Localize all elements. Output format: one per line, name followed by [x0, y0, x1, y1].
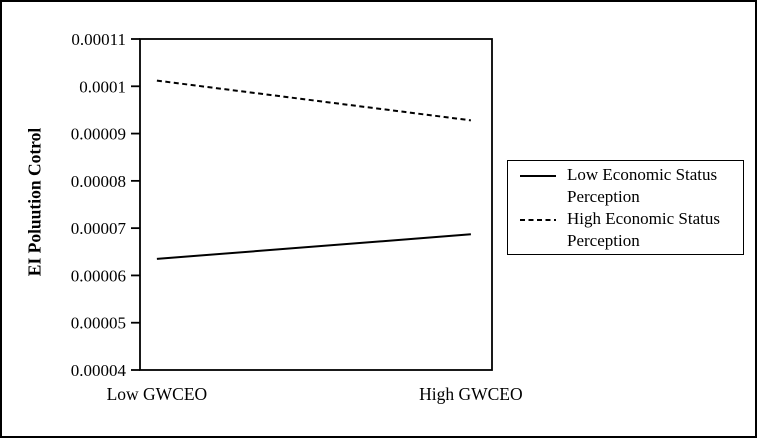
- series-line-solid: [156, 233, 471, 260]
- y-tick-label: 0.00011: [71, 30, 126, 49]
- solid-line-swatch: [520, 175, 556, 177]
- legend-item-high-economic-status: High Economic Status Perception: [518, 208, 739, 252]
- legend: Low Economic Status Perception High Econ…: [507, 160, 744, 255]
- x-category-label: High GWCEO: [419, 384, 523, 404]
- y-axis-title: EI Poluution Cotrol: [24, 127, 45, 277]
- y-tick-label: 0.00006: [71, 266, 126, 285]
- dashed-line-swatch: [520, 219, 556, 221]
- y-tick-label: 0.00005: [71, 314, 126, 333]
- y-tick-label: 0.00008: [71, 172, 126, 191]
- legend-item-low-economic-status: Low Economic Status Perception: [518, 164, 739, 208]
- plot-box: [139, 38, 493, 371]
- x-category-label: Low GWCEO: [107, 384, 208, 404]
- legend-label: Low Economic Status Perception: [567, 165, 718, 206]
- y-tick-label: 0.00004: [71, 361, 127, 380]
- y-tick-label: 0.0001: [79, 77, 126, 96]
- y-tick-label: 0.00009: [71, 125, 126, 144]
- series-line-dashed: [156, 79, 472, 122]
- y-tick-label: 0.00007: [71, 219, 127, 238]
- legend-label: High Economic Status Perception: [567, 209, 720, 250]
